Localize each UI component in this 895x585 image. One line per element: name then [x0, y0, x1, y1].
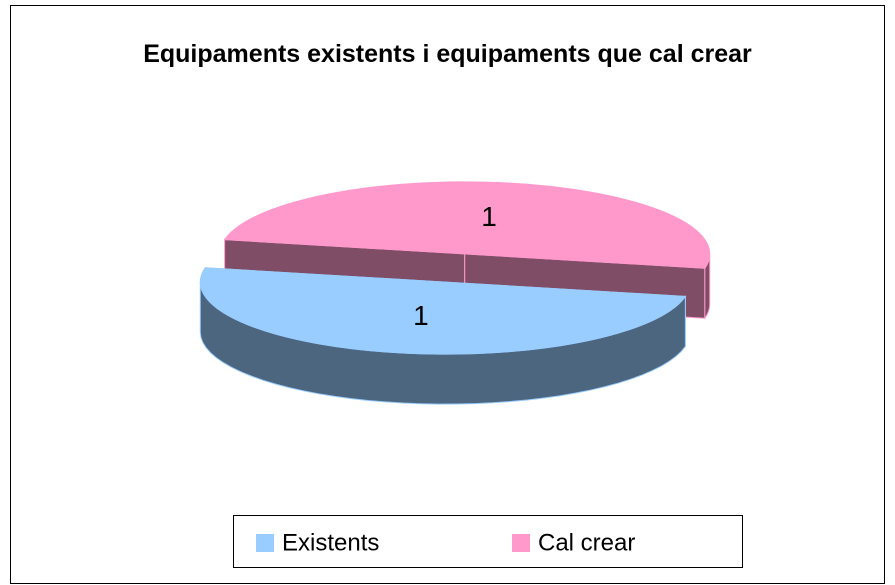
legend-swatch — [512, 534, 530, 552]
legend-box — [233, 515, 743, 568]
data-label: 1 — [481, 201, 497, 232]
slice-top — [223, 181, 711, 269]
pie: 11 — [199, 181, 711, 405]
legend: Existents Cal crear — [233, 515, 743, 568]
chart-title: Equipaments existents i equipaments que … — [143, 40, 752, 68]
slice-top — [199, 267, 687, 355]
legend-label: Existents — [282, 529, 379, 556]
legend-swatch — [256, 534, 274, 552]
data-label: 1 — [413, 300, 429, 331]
legend-label: Cal crear — [538, 529, 635, 556]
